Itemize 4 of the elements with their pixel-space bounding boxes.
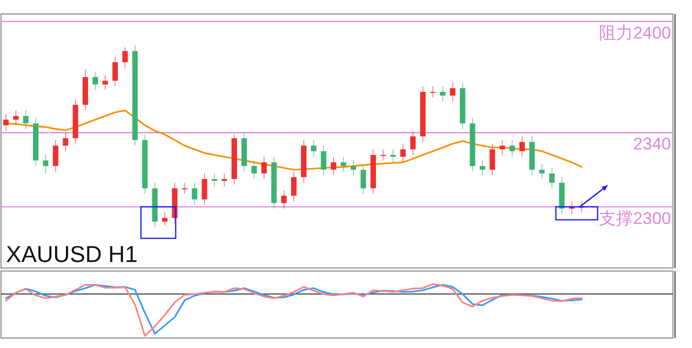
annotation: XAUUSD H1: [6, 241, 138, 267]
ref-line-label: 支撑2300: [599, 208, 671, 228]
ref-line-label: 阻力2400: [599, 23, 671, 42]
ref-line-label: 2340: [633, 134, 671, 154]
